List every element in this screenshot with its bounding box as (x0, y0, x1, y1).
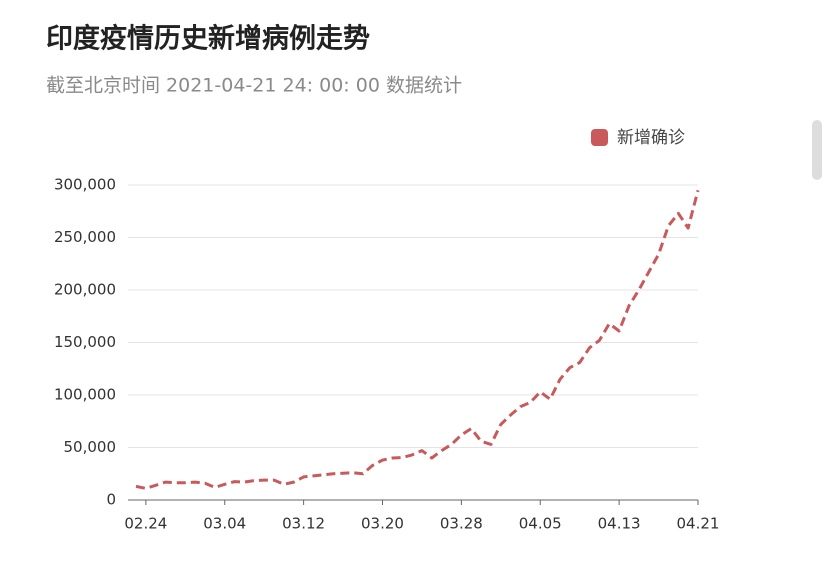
y-tick-label: 150,000 (54, 333, 116, 351)
y-tick-label: 250,000 (54, 228, 116, 246)
y-tick-label: 100,000 (54, 386, 116, 404)
x-tick-label: 03.12 (282, 515, 325, 533)
legend-swatch (591, 129, 608, 146)
chart-subtitle: 截至北京时间 2021-04-21 24: 00: 00 数据统计 (46, 75, 462, 97)
chart-title: 印度疫情历史新增病例走势 (46, 23, 370, 55)
x-tick-label: 03.20 (361, 515, 404, 533)
y-tick-label: 0 (106, 491, 116, 509)
scrollbar (812, 120, 822, 180)
y-tick-label: 50,000 (64, 438, 117, 456)
y-tick-label: 200,000 (54, 281, 116, 299)
legend-label: 新增确诊 (617, 128, 685, 148)
x-tick-label: 04.13 (598, 515, 641, 533)
x-tick-label: 04.21 (677, 515, 720, 533)
x-tick-label: 03.28 (440, 515, 483, 533)
x-tick-label: 04.05 (519, 515, 562, 533)
x-tick-label: 03.04 (203, 515, 246, 533)
data-line (135, 189, 700, 490)
y-tick-label: 300,000 (54, 176, 116, 194)
x-tick-label: 02.24 (124, 515, 167, 533)
